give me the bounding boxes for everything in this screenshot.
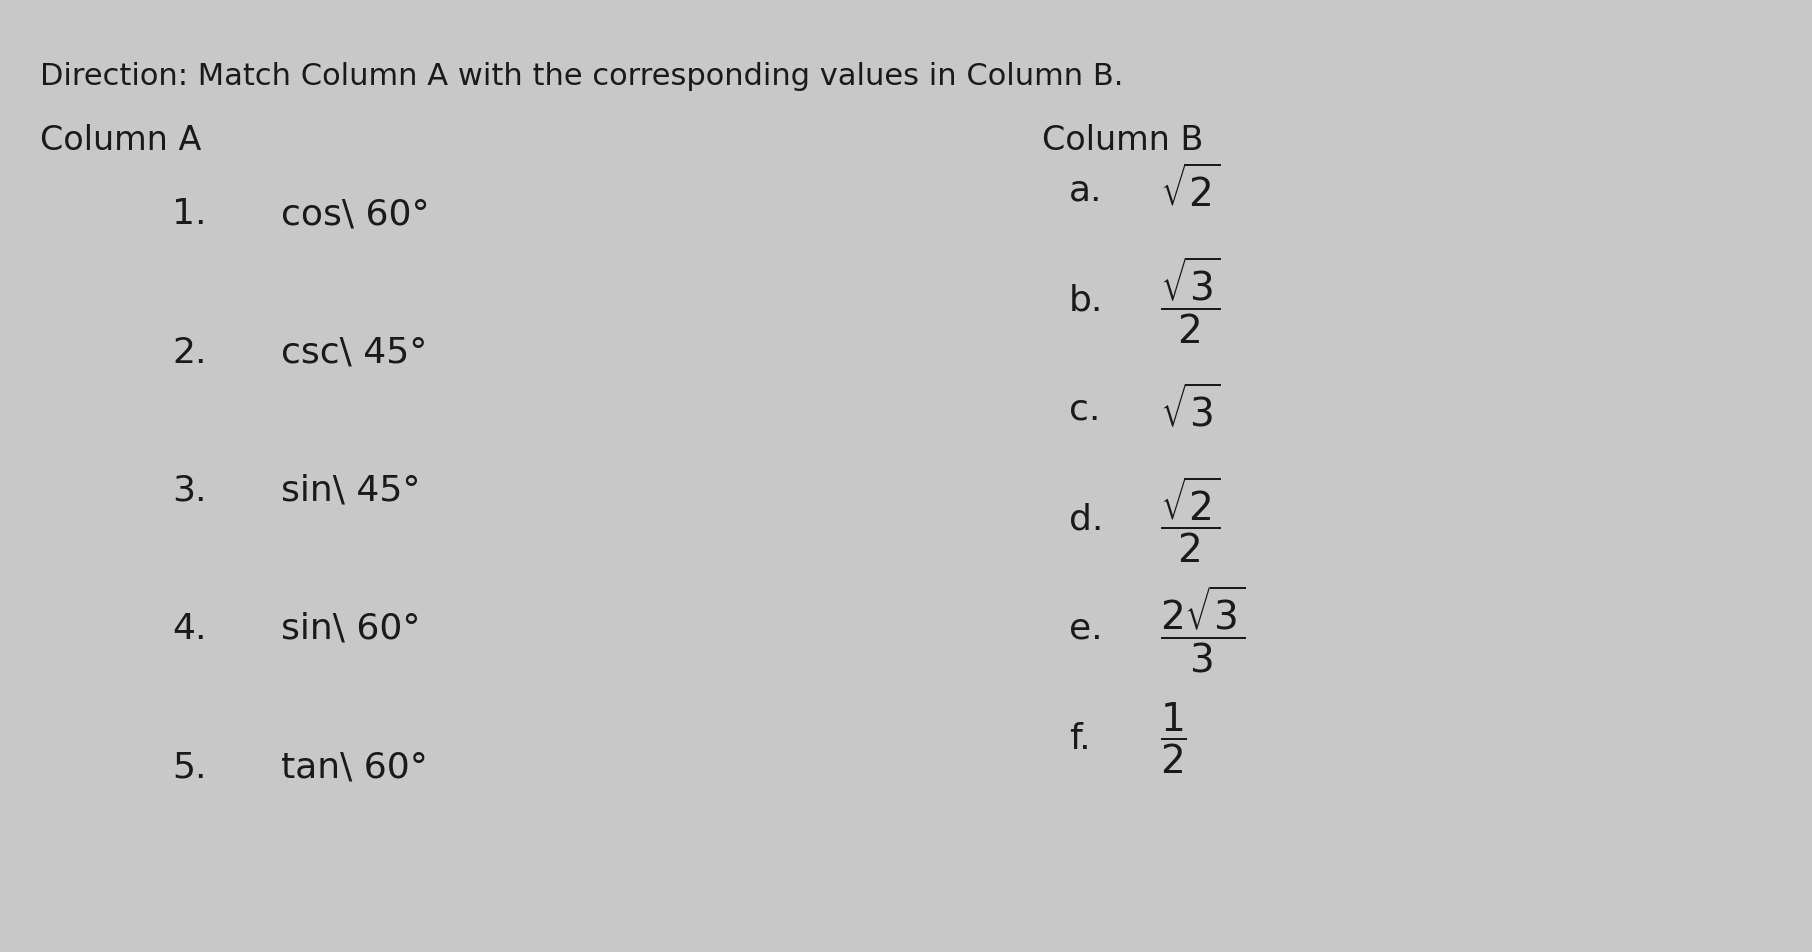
Text: $\dfrac{1}{2}$: $\dfrac{1}{2}$ [1160, 701, 1187, 775]
Text: sin\ 45°: sin\ 45° [281, 473, 420, 507]
Text: b.: b. [1069, 283, 1104, 317]
Text: Direction: Match Column A with the corresponding values in Column B.: Direction: Match Column A with the corre… [40, 62, 1123, 90]
Text: d.: d. [1069, 502, 1104, 536]
Text: Column B: Column B [1042, 124, 1203, 157]
Text: c.: c. [1069, 392, 1100, 426]
Text: $\dfrac{\sqrt{3}}{2}$: $\dfrac{\sqrt{3}}{2}$ [1160, 254, 1221, 346]
Text: $\dfrac{2\sqrt{3}}{3}$: $\dfrac{2\sqrt{3}}{3}$ [1160, 583, 1245, 674]
Text: cos\ 60°: cos\ 60° [281, 197, 429, 231]
Text: $\dfrac{\sqrt{2}}{2}$: $\dfrac{\sqrt{2}}{2}$ [1160, 474, 1219, 564]
Text: e.: e. [1069, 611, 1104, 645]
Text: 3.: 3. [172, 473, 207, 507]
Text: 1.: 1. [172, 197, 207, 231]
Text: Column A: Column A [40, 124, 201, 157]
Text: $\sqrt{3}$: $\sqrt{3}$ [1160, 385, 1221, 434]
Text: 4.: 4. [172, 611, 207, 645]
Text: tan\ 60°: tan\ 60° [281, 749, 428, 783]
Text: 2.: 2. [172, 335, 207, 369]
Text: csc\ 45°: csc\ 45° [281, 335, 428, 369]
Text: sin\ 60°: sin\ 60° [281, 611, 420, 645]
Text: 5.: 5. [172, 749, 207, 783]
Text: f.: f. [1069, 721, 1091, 755]
Text: $\sqrt{2}$: $\sqrt{2}$ [1160, 167, 1219, 214]
Text: a.: a. [1069, 173, 1102, 208]
